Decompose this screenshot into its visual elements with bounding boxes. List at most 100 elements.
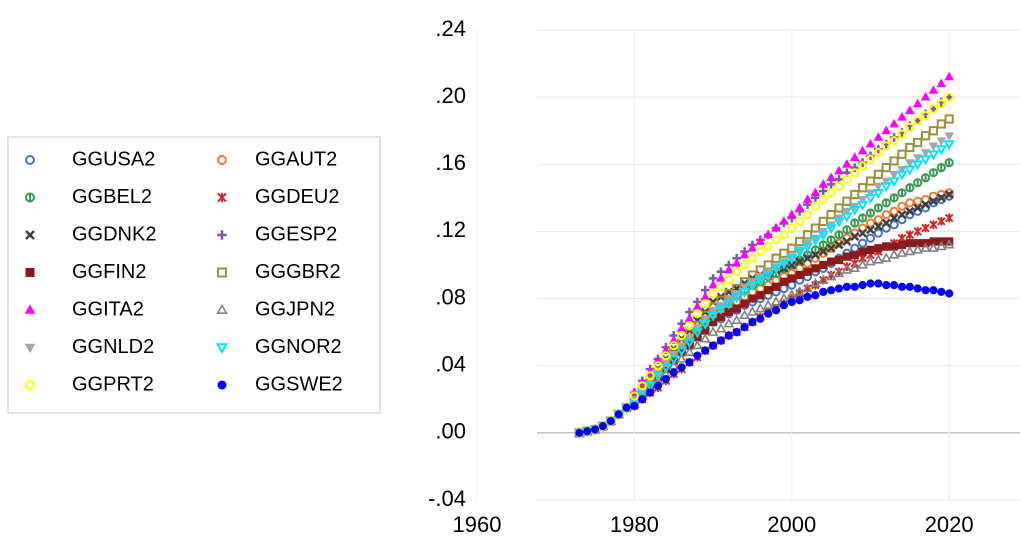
y-tick-label: .08	[435, 284, 466, 309]
data-point	[874, 244, 883, 253]
data-point	[747, 306, 758, 316]
data-point	[921, 223, 930, 233]
data-point	[583, 427, 592, 436]
data-point	[873, 254, 884, 264]
data-point	[748, 317, 757, 327]
data-point	[818, 179, 829, 188]
data-point	[881, 218, 891, 228]
data-point	[905, 198, 915, 208]
data-point	[770, 264, 782, 275]
legend-label: GGNOR2	[255, 336, 342, 358]
data-point	[889, 193, 899, 203]
data-point	[756, 314, 765, 323]
data-point	[645, 371, 655, 381]
data-point	[944, 132, 954, 141]
data-point	[771, 222, 781, 232]
data-point	[732, 267, 742, 277]
y-tick-label: .24	[435, 16, 466, 41]
data-point	[653, 361, 663, 371]
data-point	[764, 286, 773, 295]
data-point	[889, 170, 899, 180]
data-point	[817, 274, 829, 284]
data-point	[779, 216, 789, 225]
data-point	[897, 129, 907, 139]
data-point	[865, 255, 876, 266]
legend-label: GGUSA2	[72, 148, 155, 170]
data-point	[795, 257, 805, 267]
data-point	[724, 295, 734, 304]
data-point	[803, 292, 812, 301]
data-point	[614, 410, 623, 419]
data-point	[882, 242, 891, 251]
data-point	[920, 149, 931, 158]
data-point	[928, 85, 939, 94]
data-point	[943, 140, 955, 151]
data-point	[795, 236, 805, 247]
data-point	[857, 259, 868, 269]
data-point	[944, 92, 954, 102]
data-point	[825, 224, 837, 235]
data-point	[739, 260, 750, 270]
data-point	[802, 282, 813, 293]
legend-label: GGSWE2	[255, 373, 343, 395]
data-point	[716, 282, 726, 292]
data-point	[731, 258, 742, 267]
data-point	[708, 341, 718, 350]
data-point	[857, 196, 868, 205]
legend-marker	[217, 230, 227, 240]
data-point	[850, 282, 859, 291]
data-point	[692, 301, 703, 311]
x-tick-label: 1980	[610, 512, 659, 537]
data-point	[927, 150, 940, 161]
y-tick-label: .12	[435, 217, 466, 242]
data-point	[849, 152, 860, 161]
data-point	[756, 291, 765, 300]
data-point	[944, 71, 954, 81]
data-point	[929, 286, 938, 295]
data-point	[636, 390, 648, 401]
data-point	[858, 183, 868, 193]
data-point	[842, 237, 852, 246]
data-point	[738, 287, 751, 299]
data-point	[833, 267, 845, 278]
data-point	[944, 158, 954, 168]
data-point	[865, 208, 876, 218]
data-point	[825, 270, 837, 281]
data-point	[937, 287, 946, 296]
legend-label: GGITA2	[72, 298, 144, 320]
data-point	[715, 304, 727, 315]
data-point	[575, 428, 584, 437]
legend-marker	[217, 155, 228, 165]
data-point	[936, 137, 947, 146]
data-point	[913, 227, 923, 236]
data-point	[936, 217, 946, 226]
legend-marker	[25, 192, 36, 203]
data-point	[754, 276, 766, 287]
data-point	[685, 358, 694, 367]
data-point	[787, 243, 797, 253]
data-point	[944, 190, 954, 199]
data-point	[771, 253, 781, 263]
data-point	[928, 142, 939, 151]
data-point	[630, 401, 639, 411]
data-point	[668, 350, 679, 360]
data-point	[897, 240, 907, 249]
data-point	[842, 282, 851, 291]
data-point	[677, 330, 687, 341]
data-point	[850, 231, 860, 241]
data-point	[833, 217, 845, 228]
y-tick-label: .16	[435, 150, 466, 175]
data-point	[904, 165, 916, 176]
data-point	[763, 229, 773, 239]
data-point	[716, 312, 726, 322]
data-point	[850, 250, 859, 260]
data-point	[935, 240, 947, 251]
legend-marker	[217, 192, 227, 203]
data-point	[928, 196, 938, 206]
data-point	[856, 200, 869, 211]
data-point	[842, 252, 851, 261]
data-point	[850, 163, 860, 172]
legend-marker	[25, 268, 35, 277]
data-point	[920, 111, 931, 121]
data-point	[858, 213, 868, 223]
